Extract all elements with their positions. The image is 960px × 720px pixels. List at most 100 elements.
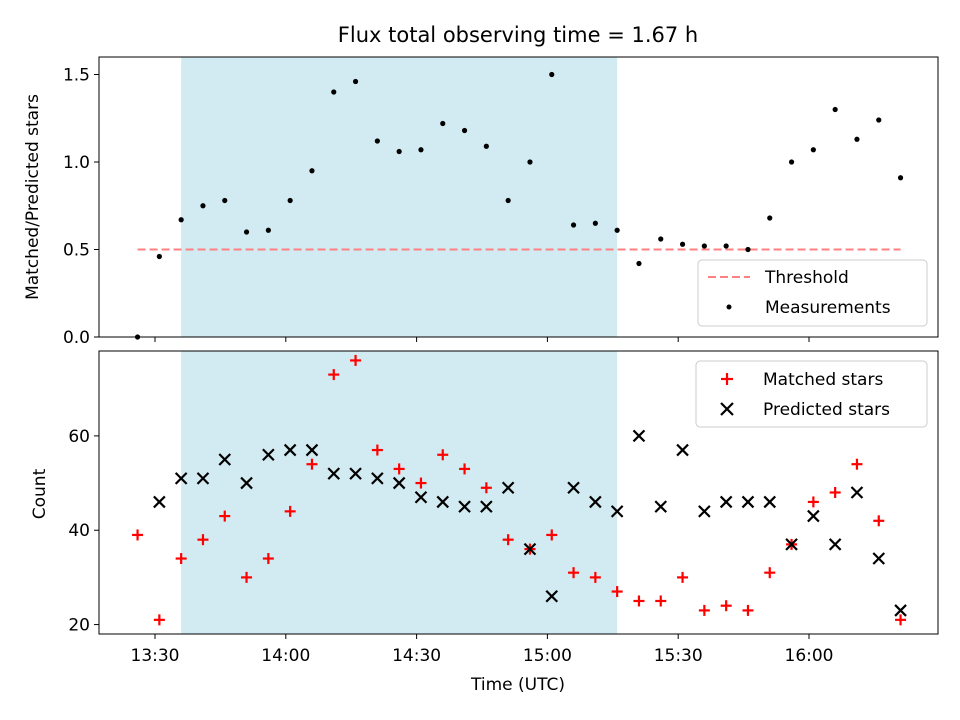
matched-star-point bbox=[219, 510, 231, 522]
matched-star-point bbox=[851, 458, 863, 470]
predicted-star-point bbox=[327, 467, 341, 480]
predicted-star-point bbox=[719, 495, 733, 509]
chart-title: Flux total observing time = 1.67 h bbox=[338, 23, 698, 47]
matched-star-point bbox=[437, 449, 449, 461]
predicted-star-point bbox=[240, 476, 253, 490]
predicted-star-point bbox=[305, 443, 319, 457]
measurement-point bbox=[222, 197, 228, 204]
matched-star-point bbox=[393, 463, 405, 475]
predicted-star-point bbox=[850, 486, 864, 499]
x-tick-label: 15:30 bbox=[654, 646, 703, 666]
x-tick-label: 16:00 bbox=[785, 646, 834, 666]
matched-star-point bbox=[371, 444, 383, 456]
matched-star-point bbox=[677, 571, 689, 583]
top-y-tick-label: 0.5 bbox=[63, 241, 90, 261]
x-axis-label: Time (UTC) bbox=[470, 675, 565, 695]
bottom-y-axis-label: Count bbox=[30, 468, 50, 519]
measurement-point bbox=[636, 260, 642, 267]
predicted-star-point bbox=[741, 495, 755, 509]
measurement-point bbox=[243, 229, 250, 235]
measurement-point bbox=[527, 159, 533, 165]
bottom-y-tick-label: 40 bbox=[68, 521, 90, 541]
legend-matched-label: Matched stars bbox=[763, 370, 883, 390]
x-tick-label: 14:00 bbox=[261, 646, 310, 666]
bottom-shaded-region bbox=[181, 351, 618, 634]
legend-predicted-label: Predicted stars bbox=[763, 400, 890, 420]
top-y-axis-label: Matched/Predicted stars bbox=[23, 94, 43, 300]
predicted-star-point bbox=[174, 472, 188, 485]
matched-star-point bbox=[873, 515, 885, 527]
matched-star-point bbox=[459, 463, 471, 475]
measurement-point bbox=[592, 220, 598, 226]
predicted-star-point bbox=[567, 481, 580, 495]
top-legend: Threshold Measurements bbox=[697, 259, 928, 327]
matched-star-point bbox=[895, 614, 907, 626]
bottom-panel: 20 40 60 13:30 14:00 14:30 15:00 15:30 16:00 Co… bbox=[30, 350, 939, 695]
predicted-star-point bbox=[828, 538, 842, 551]
measurement-point bbox=[178, 217, 184, 223]
legend-measurements-label: Measurements bbox=[765, 298, 891, 318]
measurement-point bbox=[614, 227, 620, 233]
predicted-star-point bbox=[480, 500, 493, 513]
predicted-star-point bbox=[196, 472, 210, 485]
measurement-point bbox=[745, 246, 751, 253]
measurement-point bbox=[767, 215, 773, 221]
bottom-legend: Matched stars Predicted stars bbox=[695, 360, 928, 428]
measurement-point bbox=[505, 197, 511, 204]
matched-star-point bbox=[742, 604, 754, 616]
predicted-star-point bbox=[589, 495, 602, 509]
measurement-point bbox=[418, 147, 424, 153]
predicted-star-point bbox=[218, 453, 232, 466]
predicted-star-point bbox=[262, 448, 275, 462]
top-plot-frame bbox=[98, 56, 939, 338]
top-y-tick-label: 1.0 bbox=[63, 153, 90, 173]
matched-star-point bbox=[241, 571, 253, 583]
matched-star-point bbox=[306, 458, 318, 470]
matched-star-point bbox=[328, 369, 340, 381]
predicted-star-point bbox=[698, 505, 711, 518]
top-panel: 0.0 0.5 1.0 1.5 Matched/Predicted stars bbox=[23, 56, 939, 348]
matched-star-point bbox=[153, 614, 165, 626]
predicted-star-point bbox=[632, 429, 646, 443]
matched-star-point bbox=[480, 482, 492, 494]
matched-star-point bbox=[132, 529, 144, 541]
predicted-star-point bbox=[414, 490, 428, 504]
measurement-point bbox=[287, 197, 293, 204]
matched-star-point bbox=[415, 477, 427, 489]
measurement-point bbox=[570, 222, 577, 228]
matched-star-point bbox=[197, 534, 209, 546]
measurement-point bbox=[331, 89, 337, 95]
matched-star-point bbox=[829, 487, 841, 498]
measurement-point bbox=[461, 127, 468, 134]
matched-star-point bbox=[764, 567, 776, 579]
predicted-star-point bbox=[349, 467, 362, 480]
matched-star-point bbox=[720, 600, 732, 612]
bottom-plot-frame bbox=[98, 350, 939, 635]
predicted-star-point bbox=[872, 552, 886, 565]
x-tick-label: 14:30 bbox=[392, 646, 441, 666]
measurement-point bbox=[309, 168, 315, 174]
top-shaded-region bbox=[181, 57, 618, 337]
matched-star-point bbox=[262, 553, 274, 565]
measurement-point bbox=[658, 236, 664, 242]
matched-star-point bbox=[633, 595, 645, 607]
measurement-point bbox=[788, 159, 795, 165]
measurement-point bbox=[897, 175, 904, 181]
measurement-point bbox=[440, 120, 446, 127]
predicted-star-point bbox=[283, 443, 297, 457]
predicted-star-point bbox=[392, 476, 406, 490]
x-tick-label: 15:00 bbox=[523, 646, 572, 666]
legend-matched-swatch bbox=[721, 373, 733, 385]
predicted-star-point bbox=[676, 443, 689, 457]
bottom-y-tick-label: 60 bbox=[68, 427, 90, 447]
measurement-point bbox=[200, 203, 206, 209]
matched-star-point bbox=[284, 505, 296, 517]
measurement-point bbox=[723, 243, 729, 249]
legend-measurements-swatch bbox=[726, 304, 732, 310]
bottom-y-tick-label: 20 bbox=[68, 616, 90, 636]
matched-star-point bbox=[698, 604, 710, 616]
top-y-tick-label: 0.0 bbox=[63, 328, 90, 348]
measurement-point bbox=[832, 106, 838, 113]
predicted-star-point bbox=[523, 542, 537, 556]
